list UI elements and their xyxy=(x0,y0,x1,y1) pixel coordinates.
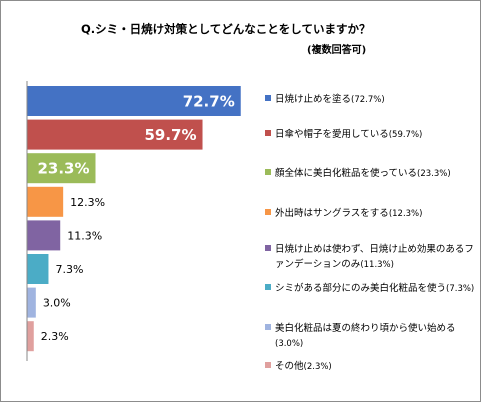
legend-label-3: 顔全体に美白化粧品を使っている(23.3%) xyxy=(275,166,475,182)
legend-swatch-2 xyxy=(265,130,271,136)
legend-label-percent: (59.7%) xyxy=(388,130,423,140)
legend-swatch-8 xyxy=(265,362,271,368)
bar-2 xyxy=(27,119,203,150)
bar-value-label-7: 3.0% xyxy=(43,297,71,310)
legend-label-text: 日焼け止めを塗る xyxy=(275,94,352,105)
bar-value-label-4: 12.3% xyxy=(70,196,105,209)
legend-label-4: 外出時はサングラスをする(12.3%) xyxy=(275,206,475,222)
legend-label-text: 日傘や帽子を愛用している xyxy=(275,129,389,140)
legend-swatch-6 xyxy=(265,284,271,290)
legend-label-percent: (11.3%) xyxy=(360,260,394,270)
bar-1 xyxy=(27,86,241,116)
bar-value-label-5: 11.3% xyxy=(67,229,102,242)
bar-7 xyxy=(27,287,36,318)
legend-swatch-3 xyxy=(265,169,271,175)
chart-subtitle: (複数回答可) xyxy=(307,45,367,56)
legend-label-percent: (23.3%) xyxy=(417,169,451,179)
legend-label-2: 日傘や帽子を愛用している(59.7%) xyxy=(275,127,475,143)
bar-value-label-6: 7.3% xyxy=(55,263,83,276)
legend-label-text: 顔全体に美白化粧品を使っている xyxy=(275,168,418,179)
bar-4 xyxy=(27,186,64,217)
legend-label-percent: (3.0%) xyxy=(275,339,304,349)
legend-label-text: 日焼け止めは使わず、日焼け止め効果のあるファンデーションのみ xyxy=(275,244,474,270)
legend-label-percent: (12.3%) xyxy=(388,209,423,219)
legend-label-text: 外出時はサングラスをする xyxy=(275,208,389,219)
legend-label-8: その他(2.3%) xyxy=(275,359,475,375)
chart-title: Q.シミ・日焼け対策としてどんなことをしていますか？ xyxy=(81,22,371,36)
bar-value-label-2: 59.7% xyxy=(144,126,196,144)
legend-label-5: 日焼け止めは使わず、日焼け止め効果のあるファンデーションのみ(11.3%) xyxy=(275,242,475,273)
bar-3 xyxy=(27,153,96,184)
legend-swatch-1 xyxy=(265,95,271,101)
legend-swatch-7 xyxy=(265,324,271,330)
legend-label-1: 日焼け止めを塗る(72.7%) xyxy=(275,92,475,108)
bar-5 xyxy=(27,220,61,251)
legend-label-percent: (72.7%) xyxy=(351,95,385,105)
legend-label-percent: (2.3%) xyxy=(303,362,332,372)
legend-label-percent: (7.3%) xyxy=(446,284,475,294)
bar-6 xyxy=(27,254,49,284)
legend-label-text: 美白化粧品は夏の終わり頃から使い始める xyxy=(275,323,456,334)
legend-swatch-4 xyxy=(265,209,271,215)
legend-label-6: シミがある部分にのみ美白化粧品を使う(7.3%) xyxy=(275,281,475,297)
bar-8 xyxy=(27,321,34,352)
bar-value-label-3: 23.3% xyxy=(37,160,89,178)
bar-value-label-1: 72.7% xyxy=(183,93,235,111)
bar-value-label-8: 2.3% xyxy=(41,330,69,343)
legend-label-7: 美白化粧品は夏の終わり頃から使い始める (3.0%) xyxy=(275,321,475,352)
legend-label-text: その他 xyxy=(275,361,304,372)
legend-swatch-5 xyxy=(265,245,271,251)
legend-label-text: シミがある部分にのみ美白化粧品を使う xyxy=(275,283,447,294)
